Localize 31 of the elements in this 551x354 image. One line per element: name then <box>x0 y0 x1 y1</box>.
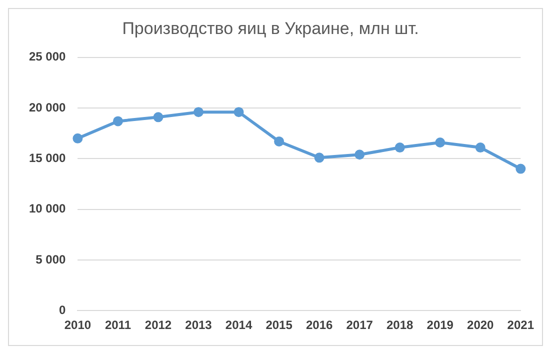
y-tick-label: 0 <box>59 302 66 317</box>
point <box>354 150 365 160</box>
x-tick-label: 2017 <box>346 318 374 332</box>
x-tick-label: 2019 <box>426 318 454 332</box>
x-tick-label: 2010 <box>64 318 92 332</box>
point <box>234 107 244 118</box>
x-tick-label: 2016 <box>306 318 333 332</box>
x-tick-label: 2020 <box>467 318 494 332</box>
x-tick-label: 2012 <box>144 318 172 332</box>
point <box>194 107 204 118</box>
y-tick-label: 10 000 <box>29 202 66 216</box>
x-tick-label: 2011 <box>104 318 132 332</box>
point <box>516 164 526 174</box>
point <box>274 136 284 146</box>
point <box>112 116 123 126</box>
point <box>475 142 486 153</box>
point <box>153 112 164 122</box>
x-tick-label: 2014 <box>225 318 252 332</box>
chart-title: Производство яиц в Украине, млн шт. <box>122 18 419 38</box>
point <box>314 152 324 163</box>
y-tick-label: 5 000 <box>36 252 66 266</box>
y-tick-label: 15 000 <box>29 150 66 165</box>
point <box>72 133 83 144</box>
y-tick-label: 25 000 <box>29 50 66 64</box>
x-tick-label: 2013 <box>185 318 212 332</box>
x-tick-label: 2015 <box>266 318 293 332</box>
point <box>435 137 446 148</box>
x-tick-label: 2021 <box>507 318 534 332</box>
y-tick-label: 20 000 <box>29 100 66 114</box>
x-tick-label: 2018 <box>386 318 414 332</box>
point <box>394 142 405 153</box>
